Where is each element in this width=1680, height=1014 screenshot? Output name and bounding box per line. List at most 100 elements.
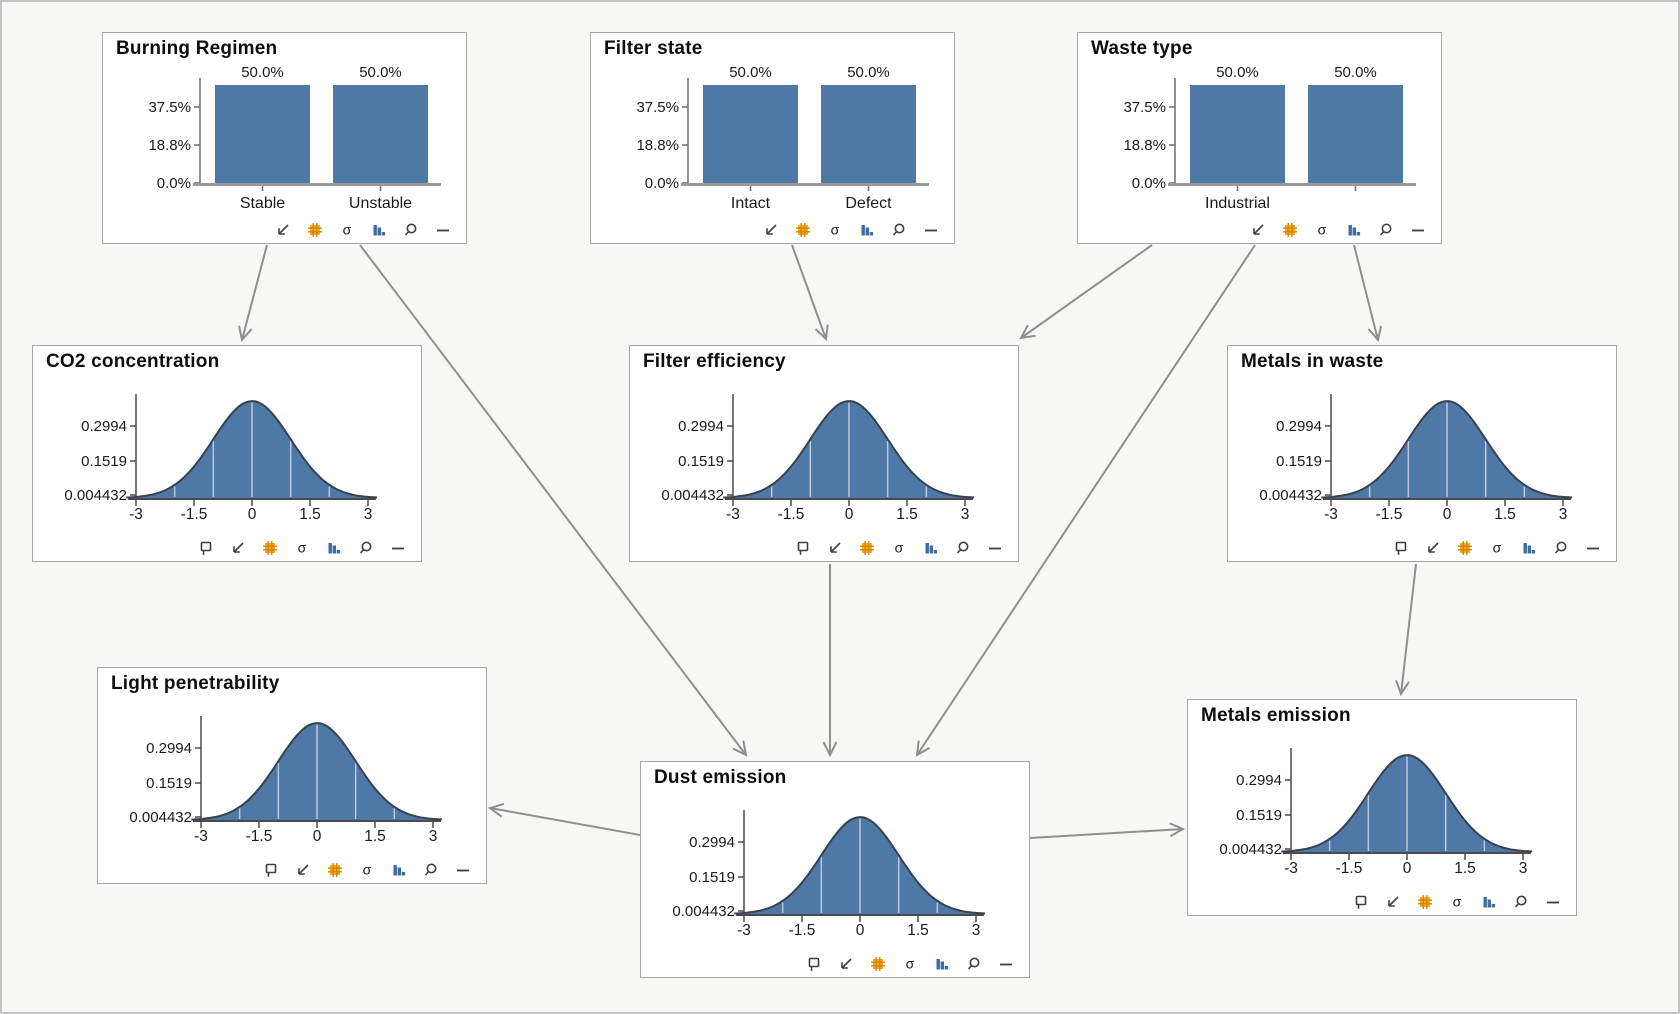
- collapse-arrow-icon[interactable]: [274, 221, 292, 239]
- collapse-arrow-icon[interactable]: [1384, 893, 1402, 911]
- grid-icon[interactable]: [326, 861, 344, 879]
- minimize-icon[interactable]: [389, 539, 407, 557]
- collapse-arrow-icon[interactable]: [762, 221, 780, 239]
- pin-icon[interactable]: [262, 861, 280, 879]
- histogram-icon[interactable]: [1520, 539, 1538, 557]
- pin-icon[interactable]: [805, 955, 823, 973]
- minimize-icon[interactable]: [454, 861, 472, 879]
- sigma-icon[interactable]: σ: [293, 539, 311, 557]
- minimize-icon[interactable]: [922, 221, 940, 239]
- svg-text:0.004432: 0.004432: [661, 487, 724, 504]
- magnifier-icon[interactable]: [954, 539, 972, 557]
- svg-text:0: 0: [313, 828, 322, 845]
- edge-burning-regimen-to-co2-concentration[interactable]: [242, 244, 268, 340]
- sigma-icon[interactable]: σ: [890, 539, 908, 557]
- minimize-icon[interactable]: [1544, 893, 1562, 911]
- edge-burning-regimen-to-dust-emission[interactable]: [359, 244, 746, 755]
- histogram-icon[interactable]: [922, 539, 940, 557]
- node-filter-efficiency[interactable]: 0.2994 0.1519 0.004432 -3 -1.5 0 1.5 3 Filter e…: [629, 345, 1019, 562]
- magnifier-icon[interactable]: [422, 861, 440, 879]
- grid-icon[interactable]: [869, 955, 887, 973]
- sigma-icon[interactable]: σ: [826, 221, 844, 239]
- svg-text:0.0%: 0.0%: [1132, 175, 1166, 192]
- node-toolbar: σ: [794, 539, 1004, 557]
- sigma-icon[interactable]: σ: [1488, 539, 1506, 557]
- svg-text:18.8%: 18.8%: [148, 137, 191, 154]
- node-toolbar: σ: [274, 221, 452, 239]
- node-metals-in-waste[interactable]: 0.2994 0.1519 0.004432 -3 -1.5 0 1.5 3 Metals i…: [1227, 345, 1617, 562]
- node-title: Filter state: [604, 38, 703, 59]
- node-dust-emission[interactable]: 0.2994 0.1519 0.004432 -3 -1.5 0 1.5 3 Dust emi…: [640, 761, 1030, 978]
- sigma-icon[interactable]: σ: [1448, 893, 1466, 911]
- node-metals-emission[interactable]: 0.2994 0.1519 0.004432 -3 -1.5 0 1.5 3 Metals e…: [1187, 699, 1577, 916]
- collapse-arrow-icon[interactable]: [1249, 221, 1267, 239]
- svg-text:18.8%: 18.8%: [636, 137, 679, 154]
- minimize-icon[interactable]: [434, 221, 452, 239]
- sigma-icon[interactable]: σ: [358, 861, 376, 879]
- collapse-arrow-icon[interactable]: [1424, 539, 1442, 557]
- histogram-icon[interactable]: [370, 221, 388, 239]
- magnifier-icon[interactable]: [1552, 539, 1570, 557]
- magnifier-icon[interactable]: [1377, 221, 1395, 239]
- magnifier-icon[interactable]: [1512, 893, 1530, 911]
- histogram-icon[interactable]: [390, 861, 408, 879]
- svg-text:σ: σ: [1318, 222, 1327, 238]
- histogram-icon[interactable]: [933, 955, 951, 973]
- node-waste-type[interactable]: 37.5% 18.8% 0.0% 50.0% Industrial 50.0% Waste…: [1077, 32, 1442, 244]
- magnifier-icon[interactable]: [890, 221, 908, 239]
- pin-icon[interactable]: [794, 539, 812, 557]
- pin-icon[interactable]: [1392, 539, 1410, 557]
- sigma-icon[interactable]: σ: [901, 955, 919, 973]
- histogram-icon[interactable]: [858, 221, 876, 239]
- node-filter-state[interactable]: 37.5% 18.8% 0.0% 50.0% Intact 50.0% Defect Fil…: [590, 32, 955, 244]
- collapse-arrow-icon[interactable]: [229, 539, 247, 557]
- svg-text:σ: σ: [895, 540, 904, 556]
- svg-text:-1.5: -1.5: [1376, 506, 1403, 523]
- sigma-icon[interactable]: σ: [1313, 221, 1331, 239]
- sigma-icon[interactable]: σ: [338, 221, 356, 239]
- grid-icon[interactable]: [306, 221, 324, 239]
- node-chart: 37.5% 18.8% 0.0% 50.0% Stable 50.0% Unstable: [148, 64, 441, 212]
- collapse-arrow-icon[interactable]: [294, 861, 312, 879]
- node-chart: 0.2994 0.1519 0.004432-3 -1.5 0 1.5 3: [1219, 748, 1533, 877]
- grid-icon[interactable]: [794, 221, 812, 239]
- node-co2-concentration[interactable]: 0.2994 0.1519 0.004432 -3 -1.5 0 1.5 3 CO2 conc…: [32, 345, 422, 562]
- collapse-arrow-icon[interactable]: [837, 955, 855, 973]
- edge-waste-type-to-filter-efficiency[interactable]: [1021, 244, 1153, 338]
- magnifier-icon[interactable]: [357, 539, 375, 557]
- grid-icon[interactable]: [1281, 221, 1299, 239]
- node-light-penetrability[interactable]: 0.2994 0.1519 0.004432 -3 -1.5 0 1.5 3 Light pe…: [97, 667, 487, 884]
- minimize-icon[interactable]: [997, 955, 1015, 973]
- edge-metals-in-waste-to-metals-emission[interactable]: [1401, 563, 1417, 694]
- minimize-icon[interactable]: [986, 539, 1004, 557]
- svg-text:Industrial: Industrial: [1205, 195, 1270, 212]
- edge-dust-emission-to-light-penetrability[interactable]: [490, 808, 641, 836]
- magnifier-icon[interactable]: [965, 955, 983, 973]
- magnifier-icon[interactable]: [402, 221, 420, 239]
- collapse-arrow-icon[interactable]: [826, 539, 844, 557]
- edge-waste-type-to-dust-emission[interactable]: [917, 244, 1256, 755]
- histogram-icon[interactable]: [1480, 893, 1498, 911]
- svg-text:18.8%: 18.8%: [1123, 137, 1166, 154]
- grid-icon[interactable]: [1456, 539, 1474, 557]
- node-burning-regimen[interactable]: 37.5% 18.8% 0.0% 50.0% Stable 50.0% Unstable B…: [102, 32, 467, 244]
- svg-text:0.0%: 0.0%: [157, 175, 191, 192]
- svg-text:σ: σ: [298, 540, 307, 556]
- grid-icon[interactable]: [858, 539, 876, 557]
- pin-icon[interactable]: [1352, 893, 1370, 911]
- minimize-icon[interactable]: [1584, 539, 1602, 557]
- minimize-icon[interactable]: [1409, 221, 1427, 239]
- node-toolbar: σ: [197, 539, 407, 557]
- grid-icon[interactable]: [1416, 893, 1434, 911]
- edge-filter-state-to-filter-efficiency[interactable]: [791, 244, 826, 339]
- svg-text:0.004432: 0.004432: [64, 487, 127, 504]
- node-chart: 0.2994 0.1519 0.004432-3 -1.5 0 1.5 3: [129, 716, 443, 845]
- edge-waste-type-to-metals-in-waste[interactable]: [1353, 244, 1378, 340]
- edge-dust-emission-to-metals-emission[interactable]: [1029, 829, 1183, 839]
- histogram-icon[interactable]: [1345, 221, 1363, 239]
- node-title: Metals in waste: [1241, 351, 1384, 372]
- svg-text:0.2994: 0.2994: [689, 834, 735, 851]
- grid-icon[interactable]: [261, 539, 279, 557]
- histogram-icon[interactable]: [325, 539, 343, 557]
- pin-icon[interactable]: [197, 539, 215, 557]
